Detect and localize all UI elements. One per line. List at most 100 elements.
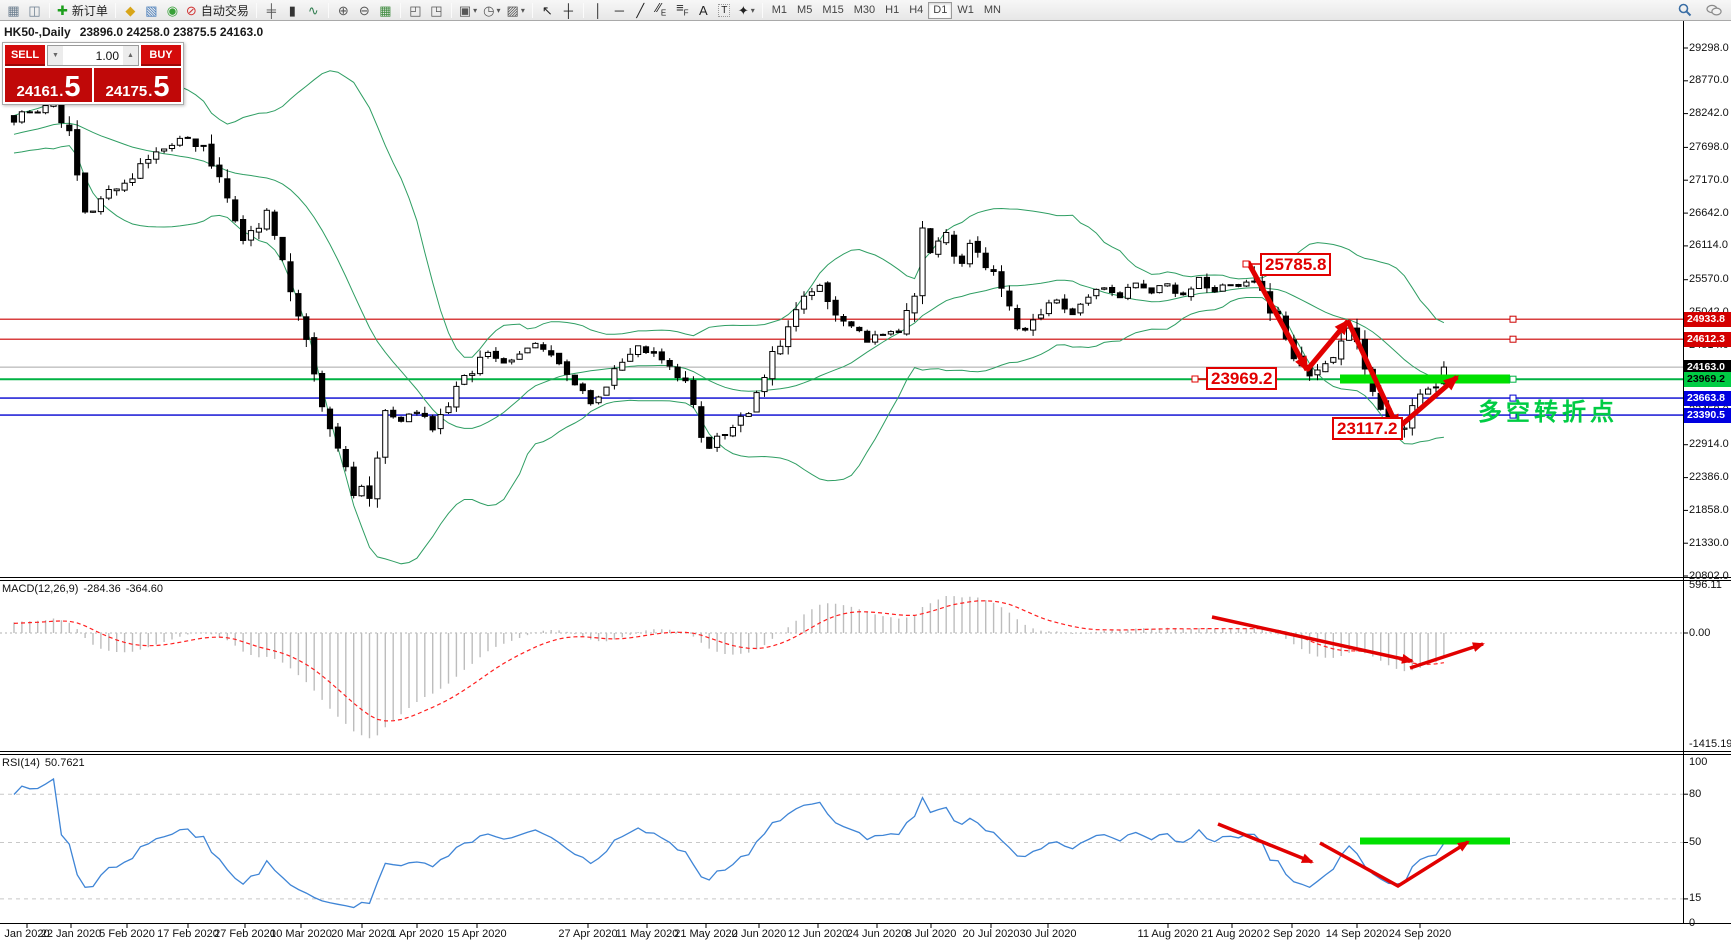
bear-candle bbox=[492, 350, 499, 359]
bull-candle bbox=[595, 396, 602, 404]
level-line-handle[interactable] bbox=[1509, 335, 1517, 343]
sell-price[interactable]: 24161. 5 bbox=[5, 68, 92, 102]
macd-signal-line bbox=[13, 600, 1444, 722]
line-chart-icon[interactable]: ∿ bbox=[303, 1, 324, 20]
fibonacci-icon[interactable]: ≡F bbox=[672, 1, 693, 20]
timeframe-button-H1[interactable]: H1 bbox=[885, 4, 900, 16]
bull-candle bbox=[161, 148, 168, 152]
signal-icon[interactable]: ◉ bbox=[162, 1, 183, 20]
window-layout-icon[interactable]: ◳ bbox=[426, 1, 447, 20]
toolbar-separator bbox=[114, 2, 116, 18]
search-icon[interactable] bbox=[1674, 1, 1695, 20]
date-tick-label: 2 Jun 2020 bbox=[731, 928, 787, 940]
bull-candle bbox=[1053, 299, 1060, 304]
line-chart-icon: ∿ bbox=[307, 2, 319, 18]
bear-candle bbox=[951, 234, 958, 257]
trend-arrow[interactable] bbox=[1245, 260, 1310, 373]
new-chart-icon: ▣ bbox=[458, 2, 472, 18]
bear-candle bbox=[421, 412, 428, 417]
period-selector-icon[interactable]: ◷ ▾ bbox=[480, 1, 503, 20]
tile-windows-icon[interactable]: ▦ bbox=[375, 1, 396, 20]
volume-decrease-button[interactable]: ▼ bbox=[48, 46, 63, 65]
buy-price[interactable]: 24175. 5 bbox=[94, 68, 181, 102]
chart-template-icon[interactable]: ▨ ▾ bbox=[504, 1, 528, 20]
volume-input[interactable]: 1.00 bbox=[63, 46, 123, 65]
new-order-button[interactable]: ✚ 新订单 bbox=[54, 1, 111, 20]
price-label-support[interactable]: 23969.2 bbox=[1206, 367, 1278, 390]
bull-candle bbox=[753, 392, 760, 413]
bull-candle bbox=[1045, 302, 1053, 315]
equidistant-channel-icon: ∕∕E bbox=[656, 0, 667, 18]
bull-candle bbox=[97, 198, 105, 213]
level-line-handle[interactable] bbox=[1509, 315, 1517, 323]
bear-candle bbox=[706, 436, 713, 449]
timeframe-button-M30[interactable]: M30 bbox=[853, 4, 876, 16]
trendline-icon[interactable]: ╱ bbox=[630, 1, 651, 20]
timeframe-button-MN[interactable]: MN bbox=[983, 4, 1001, 16]
bull-candle bbox=[635, 345, 642, 355]
bull-candle bbox=[737, 415, 744, 426]
trend-arrow[interactable] bbox=[1396, 375, 1459, 430]
horizontal-line-icon[interactable]: ─ bbox=[609, 1, 630, 20]
indicator-trend-arrow[interactable] bbox=[1217, 822, 1314, 864]
bull-candle bbox=[405, 413, 413, 423]
level-line-handle[interactable] bbox=[1509, 375, 1517, 383]
print-preview-icon[interactable]: ◫ bbox=[24, 1, 45, 20]
level-line-handle[interactable] bbox=[1509, 411, 1517, 419]
timeframe-button-W1[interactable]: W1 bbox=[957, 4, 974, 16]
candlestick-chart-icon[interactable]: ▮ bbox=[282, 1, 303, 20]
arrows-tool-icon[interactable]: ✦ ▾ bbox=[735, 1, 758, 20]
print-preview-icon: ◫ bbox=[28, 2, 41, 18]
macd-panel bbox=[0, 596, 1683, 739]
chat-icon[interactable] bbox=[1703, 1, 1725, 20]
bull-candle bbox=[745, 413, 752, 417]
rsi-highlight-band[interactable] bbox=[1360, 837, 1510, 845]
price-label-high[interactable]: 25785.8 bbox=[1260, 253, 1332, 276]
trend-arrow[interactable] bbox=[1345, 319, 1401, 431]
bear-candle bbox=[334, 426, 341, 449]
indicator-trend-arrow[interactable] bbox=[1319, 840, 1470, 889]
bear-candle bbox=[571, 374, 578, 386]
auto-trading-button[interactable]: ⊘ 自动交易 bbox=[183, 1, 252, 20]
level-line-handle[interactable] bbox=[1509, 394, 1517, 402]
bull-candle bbox=[911, 295, 918, 314]
publish-chart-icon[interactable]: ▧ bbox=[141, 1, 162, 20]
vertical-line-icon[interactable]: │ bbox=[588, 1, 609, 20]
zoom-out-icon[interactable]: ⊖ bbox=[354, 1, 375, 20]
buy-button[interactable]: BUY bbox=[141, 45, 181, 66]
macd-tick-label: 596.11 bbox=[1689, 579, 1722, 592]
trend-arrow[interactable] bbox=[1305, 319, 1350, 372]
timeframe-button-M1[interactable]: M1 bbox=[771, 4, 788, 16]
timeframe-button-H4[interactable]: H4 bbox=[909, 4, 924, 16]
bear-candle bbox=[82, 172, 89, 213]
timeframe-button-M5[interactable]: M5 bbox=[797, 4, 813, 16]
text-label-icon[interactable]: T bbox=[714, 1, 735, 20]
timeframe-button-D1[interactable]: D1 bbox=[928, 1, 953, 19]
support-highlight-band[interactable] bbox=[1340, 374, 1510, 384]
bear-candle bbox=[398, 416, 405, 422]
timeframe-button-M15[interactable]: M15 bbox=[822, 4, 844, 16]
crosshair-icon[interactable]: ┼ bbox=[558, 1, 579, 20]
volume-increase-button[interactable]: ▲ bbox=[123, 46, 138, 65]
label-anchor-handle[interactable] bbox=[1191, 375, 1199, 383]
profile-icon[interactable]: ◰ bbox=[405, 1, 426, 20]
zoom-in-icon[interactable]: ⊕ bbox=[333, 1, 354, 20]
date-tick-label: 17 Feb 2020 bbox=[157, 928, 219, 940]
new-chart-icon[interactable]: ▣ ▾ bbox=[456, 1, 480, 20]
profile-icon: ◰ bbox=[409, 2, 422, 18]
indicator-trend-arrow[interactable] bbox=[1211, 615, 1414, 664]
text-icon[interactable]: A bbox=[693, 1, 714, 20]
bull-candle bbox=[113, 188, 120, 192]
bear-candle bbox=[864, 330, 871, 343]
label-anchor-handle[interactable] bbox=[1242, 260, 1250, 268]
cursor-icon[interactable]: ↖ bbox=[537, 1, 558, 20]
indicator-trend-arrow[interactable] bbox=[1409, 642, 1485, 670]
sell-button[interactable]: SELL bbox=[5, 45, 45, 66]
bar-chart-icon[interactable]: ╪ bbox=[261, 1, 282, 20]
gold-seal-icon[interactable]: ◆ bbox=[120, 1, 141, 20]
chart-window-icon[interactable]: ▦ bbox=[3, 1, 24, 20]
price-label-low[interactable]: 23117.2 bbox=[1332, 417, 1403, 440]
trend-reversal-note[interactable]: 多空转折点 bbox=[1478, 399, 1618, 426]
equidistant-channel-icon[interactable]: ∕∕E bbox=[651, 1, 672, 20]
